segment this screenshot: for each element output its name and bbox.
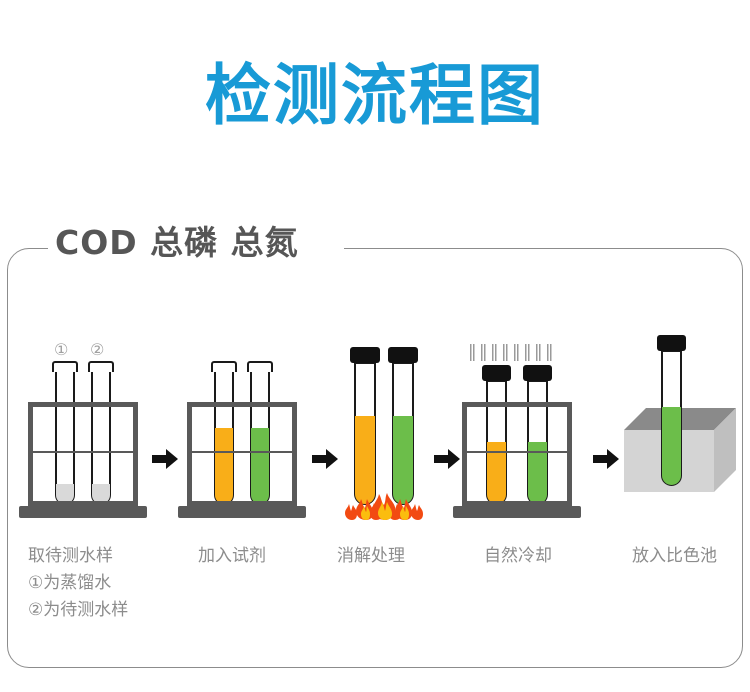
steam-mark [492,344,498,361]
flame-icon [344,482,426,525]
step-1-caption-line-2: ①为蒸馏水 [28,573,112,593]
rack-frame [28,402,138,506]
test-tube-center [657,335,686,486]
tube-fluid-orange [215,428,233,504]
tube-fluid-green [251,428,269,504]
step-3-caption: 消解处理 [337,546,405,566]
rack-shelf [28,451,138,453]
tube-marker-1: ① [54,340,69,359]
tube-fluid-blank [92,484,110,504]
steam-mark [536,344,542,361]
tube-cap [523,365,552,381]
section-label-mask [48,236,344,262]
arrow-right-icon [434,448,460,470]
tube-cap [350,347,380,363]
steam-mark [503,344,509,361]
tube-rim [211,361,237,372]
tube-cap [388,347,418,363]
steam-mark [514,344,520,361]
flow-diagram: ① ② [0,330,750,540]
rack-frame [187,402,297,506]
rack-base [19,506,147,518]
tube-rim [88,361,114,372]
rack-base [453,506,581,518]
test-tube-left [482,365,511,505]
test-tube-right [388,347,418,505]
rack-shelf [187,451,297,453]
tube-rim [52,361,78,372]
tube-rim [247,361,273,372]
arrow-right-icon [312,448,338,470]
tube-fluid-green [662,407,681,485]
tube-cap [657,335,686,351]
tube-fluid-orange [355,416,375,504]
tube-fluid-orange [487,442,506,504]
steam-mark [470,344,476,361]
section-label: COD 总磷 总氮 [55,223,299,262]
tube-cap [482,365,511,381]
step-4-caption: 自然冷却 [484,546,552,566]
rack-base [178,506,306,518]
steam-mark [547,344,553,361]
steam-mark [481,344,487,361]
step-1-caption-line-3: ②为待测水样 [28,600,129,620]
tube-fluid-blank [56,484,74,504]
step-1-caption-line-1: 取待测水样 [28,546,113,566]
tube-marker-2: ② [90,340,105,359]
step-5-caption: 放入比色池 [632,546,717,566]
tube-fluid-green [393,416,413,504]
rack-frame [462,402,572,506]
step-1-caption: 取待测水样 ①为蒸馏水 ②为待测水样 [28,543,128,624]
test-tube-right [523,365,552,505]
flow-panel [7,248,743,668]
box-side-face [714,408,736,492]
page-title: 检测流程图 [205,57,545,134]
step-2-caption: 加入试剂 [198,546,266,566]
arrow-right-icon [593,448,619,470]
arrow-right-icon [152,448,178,470]
steam-icon [470,344,553,361]
steam-mark [525,344,531,361]
rack-shelf [462,451,572,453]
test-tube-left [350,347,380,505]
tube-fluid-green [528,442,547,504]
